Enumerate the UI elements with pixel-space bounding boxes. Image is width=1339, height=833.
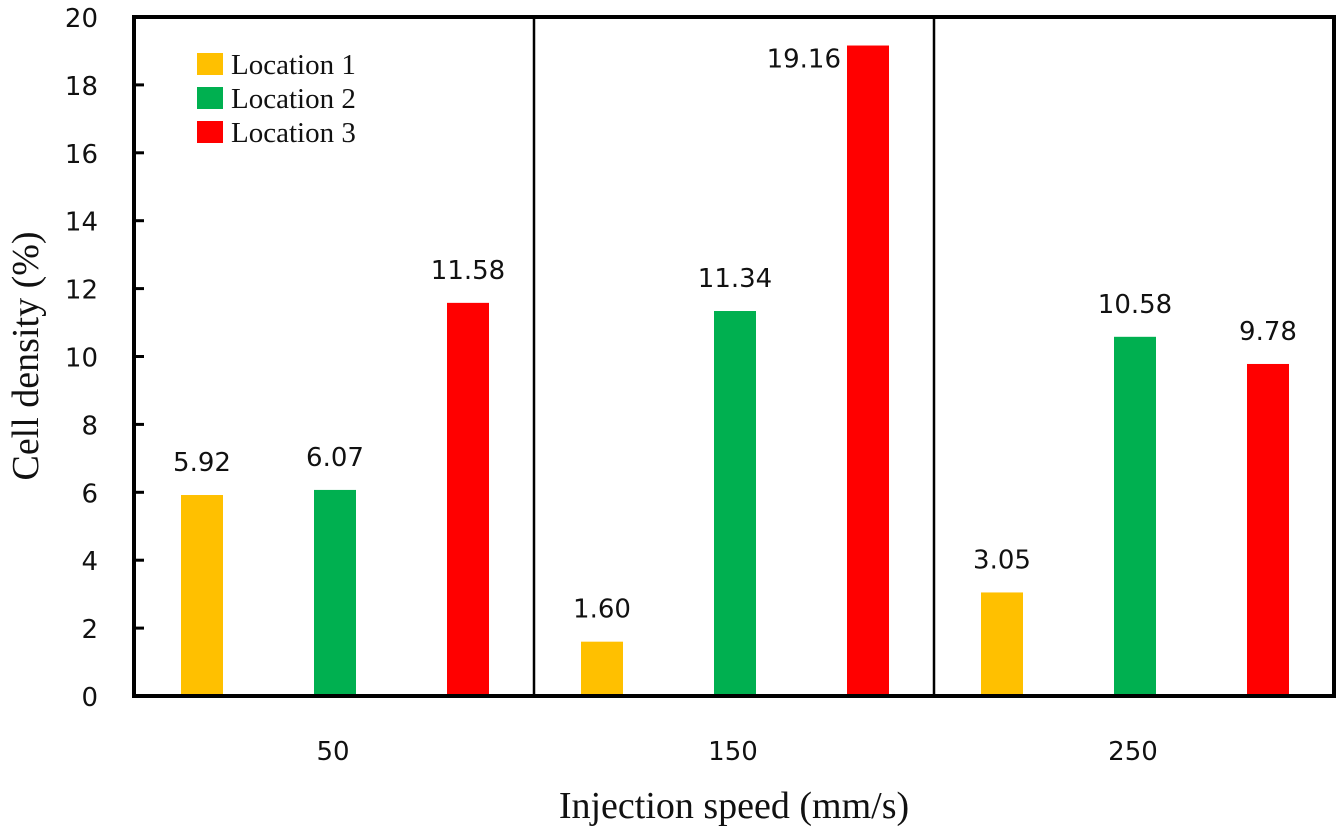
data-label: 3.05 <box>973 545 1031 575</box>
bar-location-3-50 <box>447 302 489 696</box>
bar-location-1-150 <box>581 641 623 696</box>
legend-swatch <box>197 87 223 109</box>
y-tick-label: 16 <box>65 140 98 170</box>
x-tick-label: 250 <box>1108 737 1158 767</box>
x-tick-label: 150 <box>708 737 758 767</box>
bar-location-1-50 <box>181 495 223 696</box>
bar-location-2-150 <box>714 311 756 696</box>
data-label: 19.16 <box>767 45 841 75</box>
y-tick-label: 12 <box>65 276 98 306</box>
legend-label: Location 2 <box>231 83 356 115</box>
y-tick-label: 8 <box>81 411 98 441</box>
x-tick-label: 50 <box>316 737 349 767</box>
legend-swatch <box>197 121 223 143</box>
bar-location-2-250 <box>1114 336 1156 696</box>
y-tick-label: 6 <box>81 479 98 509</box>
data-label: 11.34 <box>698 264 772 294</box>
data-label: 10.58 <box>1098 290 1172 320</box>
ticks-layer: 50 150 250 0 2 4 6 8 10 12 14 16 18 20 <box>65 4 1158 767</box>
data-label: 11.58 <box>431 256 505 286</box>
data-labels-layer: 5.92 6.07 11.58 1.60 11.34 19.16 3.05 10.58 9.78 <box>173 45 1297 625</box>
data-label: 1.60 <box>573 595 631 625</box>
bars-layer <box>181 45 1289 696</box>
y-tick-label: 18 <box>65 72 98 102</box>
y-tick-label: 2 <box>81 615 98 645</box>
y-tick-label: 4 <box>81 547 98 577</box>
bar-location-3-150 <box>847 45 889 696</box>
y-tick-label: 20 <box>65 4 98 34</box>
y-tick-label: 14 <box>65 208 98 238</box>
bar-location-1-250 <box>981 592 1023 696</box>
x-axis-title: Injection speed (mm/s) <box>559 785 909 827</box>
y-tick-label: 0 <box>81 683 98 713</box>
legend-label: Location 3 <box>231 117 356 149</box>
bar-location-3-250 <box>1247 363 1289 696</box>
bar-location-2-50 <box>314 489 356 696</box>
y-tick-label: 10 <box>65 344 98 374</box>
y-axis-title: Cell density (%) <box>5 231 47 480</box>
data-label: 9.78 <box>1239 317 1297 347</box>
data-label: 6.07 <box>306 443 364 473</box>
legend-label: Location 1 <box>231 49 356 81</box>
legend-swatch <box>197 53 223 75</box>
data-label: 5.92 <box>173 448 231 478</box>
